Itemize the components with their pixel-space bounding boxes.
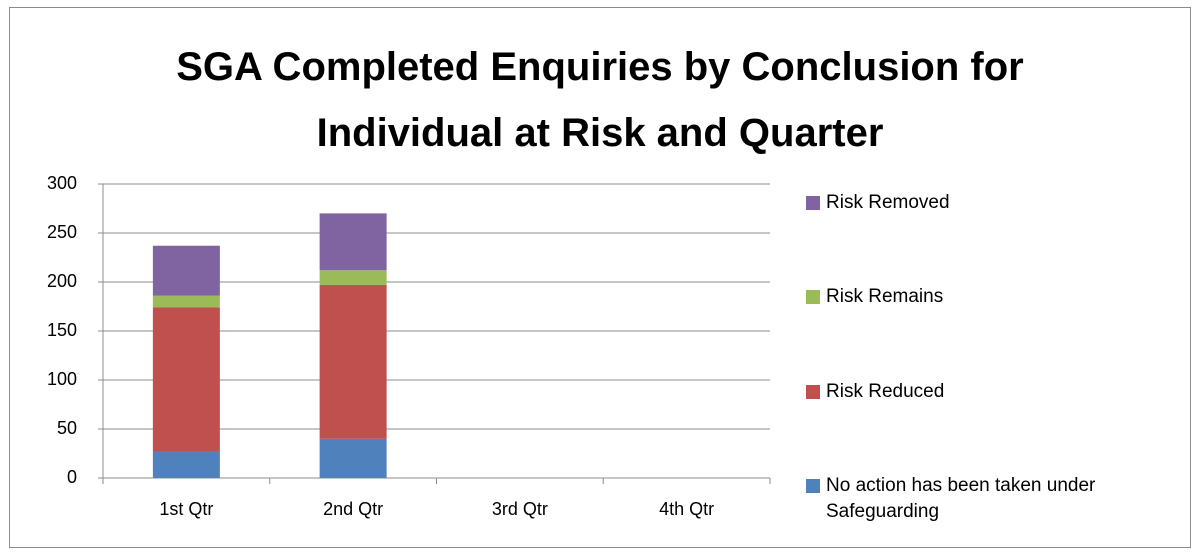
x-tick-label: 1st Qtr xyxy=(159,499,213,519)
legend-swatch xyxy=(806,290,820,305)
bar-segment xyxy=(152,307,220,452)
legend-swatch xyxy=(806,196,820,210)
chart-title: SGA Completed Enquiries by Conclusion fo… xyxy=(176,45,1024,155)
legend-swatch xyxy=(806,384,820,399)
chart-frame xyxy=(9,7,1191,548)
bar-segment xyxy=(319,438,387,478)
y-tick-label: 100 xyxy=(47,369,77,389)
legend-label: No action has been taken under Safeguard… xyxy=(826,474,1096,522)
legend-label: Risk Removed xyxy=(826,192,950,213)
bar-segment xyxy=(319,213,387,271)
legend-swatch xyxy=(806,478,820,493)
x-tick-label: 2nd Qtr xyxy=(323,499,383,519)
bar-segment xyxy=(152,295,220,308)
legend-label: Risk Reduced xyxy=(826,380,945,402)
bar-segment xyxy=(319,270,387,285)
legend-label: Risk Remains xyxy=(826,286,944,308)
y-tick-label: 300 xyxy=(47,173,77,193)
bar-segment xyxy=(152,245,220,296)
y-tick-label: 50 xyxy=(57,418,77,438)
bar-segment xyxy=(319,284,387,439)
y-tick-label: 250 xyxy=(47,222,77,242)
x-tick-label: 3rd Qtr xyxy=(492,499,548,519)
x-tick-label: 4th Qtr xyxy=(659,499,714,519)
y-tick-label: 200 xyxy=(47,271,77,291)
y-tick-label: 0 xyxy=(67,467,77,487)
bar-segment xyxy=(152,451,220,478)
y-tick-label: 150 xyxy=(47,320,77,340)
